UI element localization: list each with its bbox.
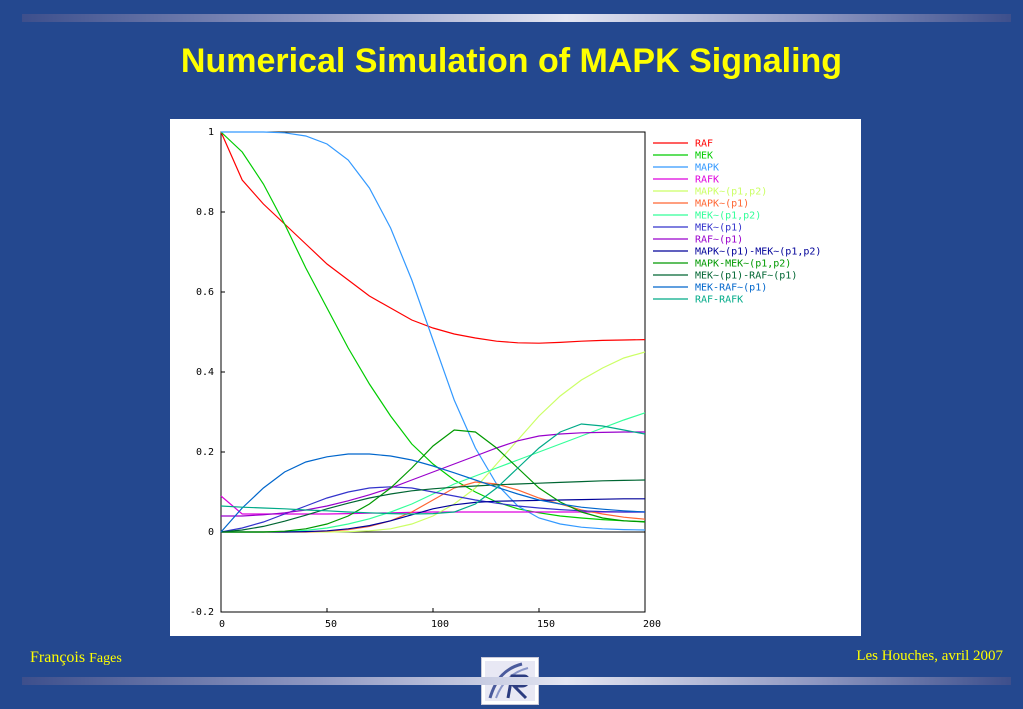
series-line [221,131,646,531]
series-line [221,412,646,533]
slide-title: Numerical Simulation of MAPK Signaling [180,42,843,80]
legend-label: MEK-RAF~(p1) [695,283,767,294]
footer-author: François Fages [30,649,122,667]
series-line [220,479,646,533]
y-tick-label: 0.2 [196,447,214,458]
legend-label: MAPK~(p1,p2) [695,187,767,198]
series-line [220,495,645,515]
author-first-name: François [30,649,86,666]
bottom-decorative-bar [22,677,1011,685]
mapk-simulation-chart: -0.200.20.40.60.810 50 100 150 200RAFMEKMAPK… [190,127,822,630]
series-line [220,423,646,515]
y-tick-label: 0.8 [196,207,214,218]
x-tick-label: 200 [643,619,661,630]
legend-label: RAFK [695,175,719,186]
series-line [221,429,646,533]
legend-label: MAPK~(p1)-MEK~(p1,p2) [695,247,821,258]
series-line [221,498,645,533]
x-tick-label: 0 [219,619,225,630]
series-line [220,131,646,523]
legend-label: MAPK-MEK~(p1,p2) [695,259,791,270]
plot-frame [220,131,646,613]
legend-label: RAF-RAFK [695,295,743,306]
x-tick-label: 50 [325,619,337,630]
chart-panel: -0.2 0 0.2 0.4 0.6 0.8 1 0 50 100 150 200 RAF MEK MAPK… [170,119,861,636]
y-tick-label: 0 [208,527,214,538]
series-line [220,453,646,533]
footer-venue: Les Houches, avril 2007 [856,648,1003,664]
x-tick-label: 150 [537,619,555,630]
top-decorative-bar [22,14,1011,22]
legend-label: MEK [695,151,713,162]
legend-label: MAPK~(p1) [695,199,749,210]
legend-label: RAF~(p1) [695,235,743,246]
series-line [221,351,646,533]
legend-label: MEK~(p1)-RAF~(p1) [695,271,797,282]
legend-label: MEK~(p1) [695,223,743,234]
y-tick-label: 1 [208,127,214,138]
series-line [221,431,645,517]
legend-label: RAF [695,139,713,150]
author-last-name: Fages [89,651,122,666]
x-tick-label: 100 [431,619,449,630]
legend-label: MAPK [695,163,719,174]
y-tick-label: 0.4 [196,367,214,378]
y-tick-label: 0.6 [196,287,214,298]
y-tick-label: -0.2 [190,607,214,618]
legend-label: MEK~(p1,p2) [695,211,761,222]
series-line [220,131,646,344]
